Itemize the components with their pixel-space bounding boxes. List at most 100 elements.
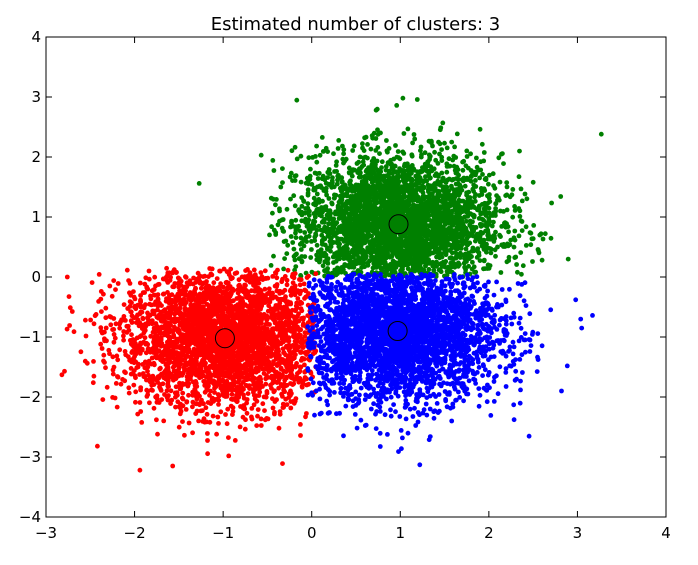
data-point [498, 208, 503, 214]
data-point [441, 197, 447, 203]
data-point [91, 359, 96, 364]
data-point [418, 267, 424, 272]
data-point [433, 227, 438, 232]
data-point [542, 231, 548, 237]
data-point [487, 263, 493, 268]
data-point [292, 257, 298, 263]
data-point [479, 202, 485, 207]
data-point [168, 401, 174, 406]
data-point [410, 267, 415, 273]
data-point [290, 240, 296, 245]
data-point [416, 220, 422, 226]
data-point [263, 381, 269, 387]
data-point [402, 202, 408, 208]
data-point [464, 148, 470, 154]
data-point [357, 249, 362, 255]
data-point [418, 144, 424, 150]
data-point [409, 152, 415, 158]
data-point [393, 143, 398, 148]
data-point [456, 225, 462, 231]
data-point [384, 218, 390, 223]
data-point [301, 199, 307, 204]
data-point [117, 325, 123, 331]
data-point [399, 184, 405, 190]
cluster-1-points [59, 265, 319, 473]
data-point [437, 151, 442, 157]
data-point [470, 186, 476, 192]
data-point [493, 253, 498, 259]
data-point [376, 242, 382, 248]
data-point [423, 263, 428, 269]
data-point [370, 184, 376, 190]
data-point [462, 214, 467, 220]
data-point [383, 164, 389, 169]
data-point [406, 255, 412, 261]
data-point [337, 256, 342, 262]
data-point [182, 432, 187, 438]
data-point [288, 196, 293, 202]
data-point [495, 195, 501, 201]
data-point [367, 202, 372, 208]
data-point [343, 223, 349, 228]
data-point [401, 243, 406, 248]
data-point [512, 228, 518, 234]
data-point [413, 209, 418, 215]
data-point [293, 235, 299, 241]
data-point [384, 138, 389, 143]
data-point [485, 193, 490, 199]
data-point [391, 261, 397, 267]
data-point [516, 174, 522, 180]
data-point [454, 131, 460, 137]
data-point [450, 222, 456, 228]
data-point [319, 241, 325, 247]
data-point [371, 248, 376, 254]
data-point [325, 245, 330, 251]
data-point [527, 230, 533, 236]
data-point [433, 171, 439, 177]
data-point [384, 234, 390, 240]
data-point [463, 177, 469, 183]
data-point [302, 230, 308, 235]
data-point [312, 170, 318, 176]
data-point [356, 174, 362, 180]
data-point [249, 304, 255, 310]
data-point [473, 178, 478, 183]
data-point [345, 231, 351, 237]
data-point [486, 181, 491, 187]
data-point [452, 206, 458, 212]
data-point [204, 411, 210, 417]
data-point [492, 247, 498, 253]
data-point [332, 169, 337, 174]
data-point [377, 187, 383, 193]
data-point [414, 97, 420, 102]
data-point [236, 277, 242, 283]
data-point [308, 166, 313, 172]
data-point [426, 152, 432, 158]
chart-title: Estimated number of clusters: 3 [211, 14, 501, 35]
data-point [393, 179, 399, 185]
data-point [365, 260, 371, 266]
data-point [393, 209, 399, 215]
data-point [453, 181, 459, 187]
data-point [508, 237, 514, 243]
data-point [341, 160, 346, 166]
data-point [180, 419, 185, 424]
data-point [349, 241, 355, 247]
data-point [369, 180, 375, 185]
data-point [278, 184, 284, 190]
data-point [216, 421, 221, 426]
data-point [410, 140, 415, 146]
data-point [436, 190, 442, 196]
data-point [382, 223, 387, 229]
data-point [415, 213, 421, 219]
data-point [440, 120, 446, 126]
data-point [352, 188, 357, 194]
data-point [205, 438, 210, 443]
data-point [492, 185, 498, 191]
data-point [453, 170, 459, 176]
data-point [291, 193, 297, 199]
data-point [429, 231, 435, 237]
data-point [449, 177, 455, 183]
data-point [459, 230, 465, 236]
data-point [279, 225, 285, 231]
